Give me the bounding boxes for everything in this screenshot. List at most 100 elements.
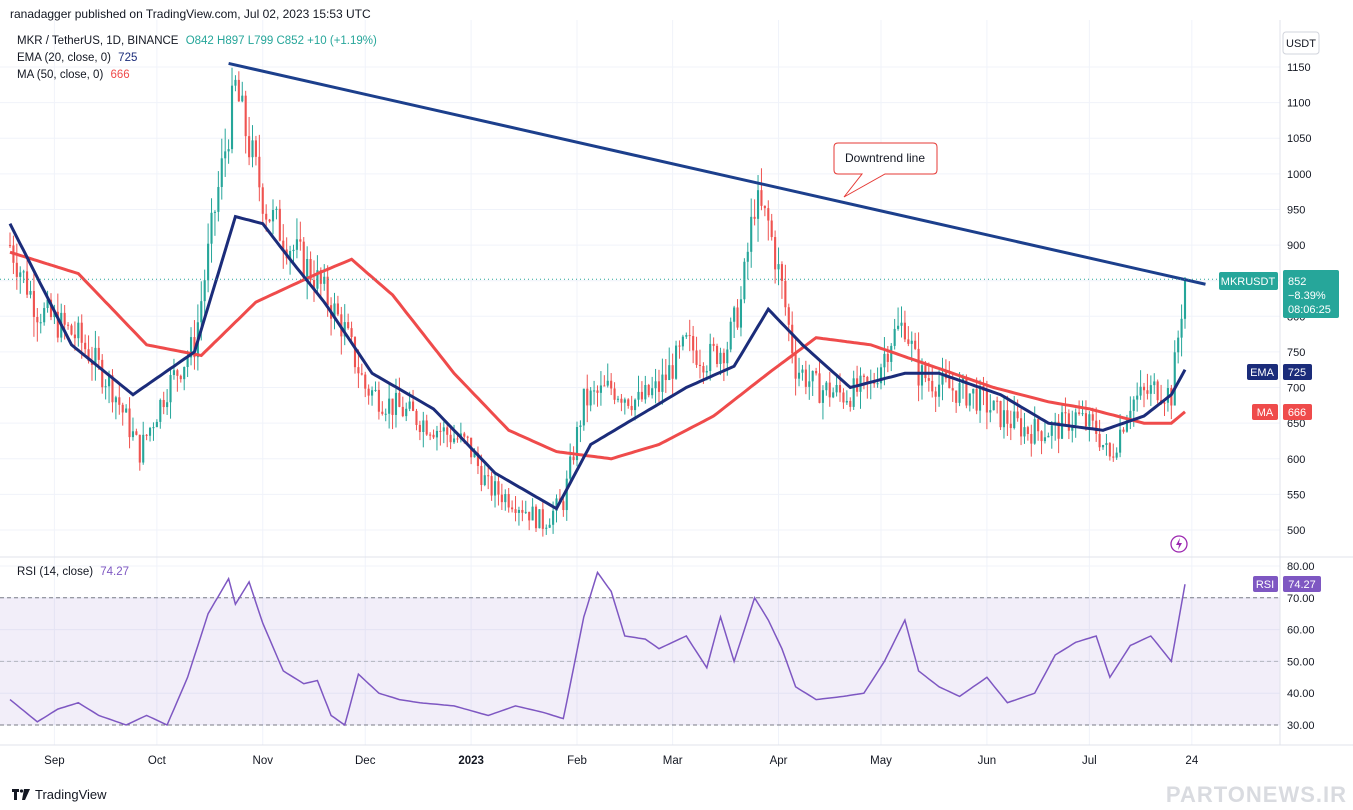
candle-body — [207, 243, 210, 281]
candle-body — [562, 501, 565, 511]
candle-body — [138, 434, 141, 463]
symbol-legend[interactable]: MKR / TetherUS, 1D, BINANCE O842 H897 L7… — [17, 35, 377, 47]
candle-body — [312, 280, 316, 289]
rsi-legend[interactable]: RSI (14, close) 74.27 — [17, 566, 129, 578]
candle-body — [910, 340, 913, 344]
candle-body — [951, 388, 954, 391]
currency-button[interactable]: USDT — [1282, 31, 1320, 55]
tradingview-logo[interactable]: TradingView — [12, 787, 107, 802]
x-tick-label: Feb — [567, 755, 587, 767]
candle-body — [681, 336, 684, 347]
ma-legend[interactable]: MA (50, close, 0) 666 — [17, 69, 130, 81]
candle-body — [739, 299, 743, 328]
candle-body — [268, 219, 271, 222]
candle-body — [907, 339, 910, 344]
candle-body — [671, 365, 674, 379]
candle-body — [1146, 390, 1149, 394]
candle-body — [77, 322, 80, 339]
candle-body — [709, 343, 712, 372]
candle-body — [1064, 412, 1067, 414]
x-tick-label: Oct — [148, 755, 167, 767]
candle-body — [818, 373, 821, 403]
time-axis-ticks[interactable]: Sep Oct Nov Dec 2023 Feb Mar Apr May Jun Jul 24 — [44, 755, 1199, 767]
candle-body — [623, 399, 626, 403]
candle-body — [616, 398, 620, 400]
candle-body — [1084, 413, 1088, 427]
candle-body — [900, 322, 903, 326]
candle-body — [627, 399, 630, 406]
candle-body — [275, 208, 278, 210]
candle-body — [302, 241, 305, 279]
candle-body — [278, 208, 281, 241]
candle-body — [371, 390, 374, 396]
candle-body — [87, 349, 90, 362]
candle-body — [804, 369, 807, 387]
candle-body — [890, 345, 893, 362]
candle-body — [39, 322, 42, 324]
candle-body — [603, 385, 606, 387]
candle-body — [217, 186, 220, 212]
candle-body — [784, 280, 787, 308]
candle-body — [43, 308, 46, 323]
candle-body — [842, 392, 845, 403]
candle-body — [254, 140, 257, 157]
candle-body — [1132, 399, 1135, 411]
lightning-icon[interactable] — [1170, 535, 1188, 553]
candle-body — [381, 411, 384, 414]
candle-body — [545, 527, 548, 529]
candle-body — [770, 220, 773, 238]
candle-body — [941, 372, 944, 385]
y-tick-label: 900 — [1287, 240, 1305, 252]
ema-badge: EMA 725 — [1247, 364, 1312, 380]
rsi-axis-ticks[interactable]: 80.00 70.00 60.00 50.00 40.00 30.00 — [1287, 561, 1315, 732]
candle-body — [131, 431, 135, 438]
candle-body — [56, 311, 59, 338]
tradingview-brand: TradingView — [35, 787, 107, 802]
ema-legend[interactable]: EMA (20, close, 0) 725 — [17, 52, 137, 64]
candle-body — [1108, 443, 1111, 457]
downtrend-line[interactable] — [228, 61, 1206, 286]
candle-body — [630, 405, 633, 411]
candle-body — [336, 303, 339, 315]
y-tick-label: 1150 — [1287, 62, 1311, 74]
candle-body — [169, 374, 172, 403]
candle-body — [634, 399, 637, 411]
x-tick-label: 2023 — [458, 755, 484, 767]
candle-body — [176, 370, 179, 376]
x-tick-label: May — [870, 755, 892, 767]
candle-body — [692, 336, 695, 351]
candle-body — [107, 375, 111, 387]
ma-legend-value: 666 — [110, 69, 130, 81]
candle-body — [282, 240, 285, 250]
candle-body — [1006, 410, 1009, 424]
candle-body — [497, 481, 500, 495]
candle-body — [323, 276, 326, 284]
candle-body — [408, 401, 411, 409]
candle-body — [394, 392, 398, 415]
candle-body — [1033, 419, 1036, 444]
x-tick-label: 24 — [1185, 755, 1198, 767]
candle-body — [367, 388, 370, 396]
candle-body — [593, 390, 596, 392]
downtrend-annotation[interactable]: Downtrend line — [833, 142, 938, 198]
y-tick-label: 950 — [1287, 204, 1305, 216]
candle-body — [210, 212, 213, 244]
candle-body — [1101, 444, 1105, 448]
candle-body — [241, 95, 244, 102]
rsi-tick-label: 50.00 — [1287, 656, 1315, 668]
candle-body — [640, 391, 643, 400]
candle-body — [439, 430, 442, 432]
candle-body — [695, 350, 698, 365]
candle-body — [569, 456, 572, 479]
candle-body — [1043, 437, 1047, 442]
candle-body — [353, 337, 357, 368]
candle-body — [883, 353, 886, 368]
candle-body — [186, 357, 189, 368]
candle-body — [289, 251, 292, 259]
candle-body — [26, 271, 29, 295]
candle-body — [364, 374, 367, 389]
candle-body — [1105, 443, 1108, 445]
candle-body — [343, 322, 346, 337]
candle-body — [500, 494, 503, 503]
